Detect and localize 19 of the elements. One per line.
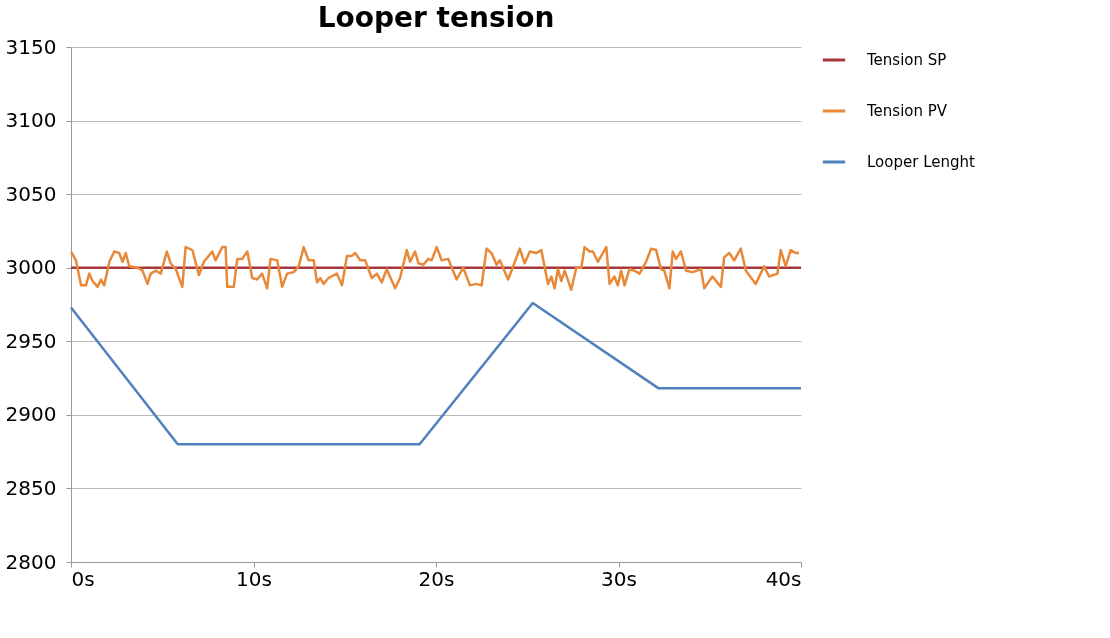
line-series <box>69 301 803 446</box>
y-tick-label: 2900 <box>5 402 57 427</box>
x-tick-label: 0s <box>71 566 95 591</box>
y-tick-label: 3150 <box>5 34 57 59</box>
legend-label: Tension PV <box>866 102 948 120</box>
chart-title: Looper tension <box>317 1 555 34</box>
x-tick-label: 40s <box>765 566 802 591</box>
y-tick-label: 2800 <box>5 549 57 574</box>
legend-label: Looper Lenght <box>867 153 975 171</box>
y-tick-label: 2950 <box>5 328 57 353</box>
x-tick-label: 30s <box>601 566 637 591</box>
x-tick-label: 20s <box>418 566 455 591</box>
x-tick-label: 10s <box>236 566 272 591</box>
y-tick-label: 3050 <box>5 181 57 206</box>
y-tick-label: 3100 <box>5 108 57 133</box>
y-tick-label: 2850 <box>5 475 57 500</box>
legend-label: Tension SP <box>866 51 947 69</box>
line-series <box>69 245 801 292</box>
y-tick-label: 3000 <box>5 255 57 280</box>
